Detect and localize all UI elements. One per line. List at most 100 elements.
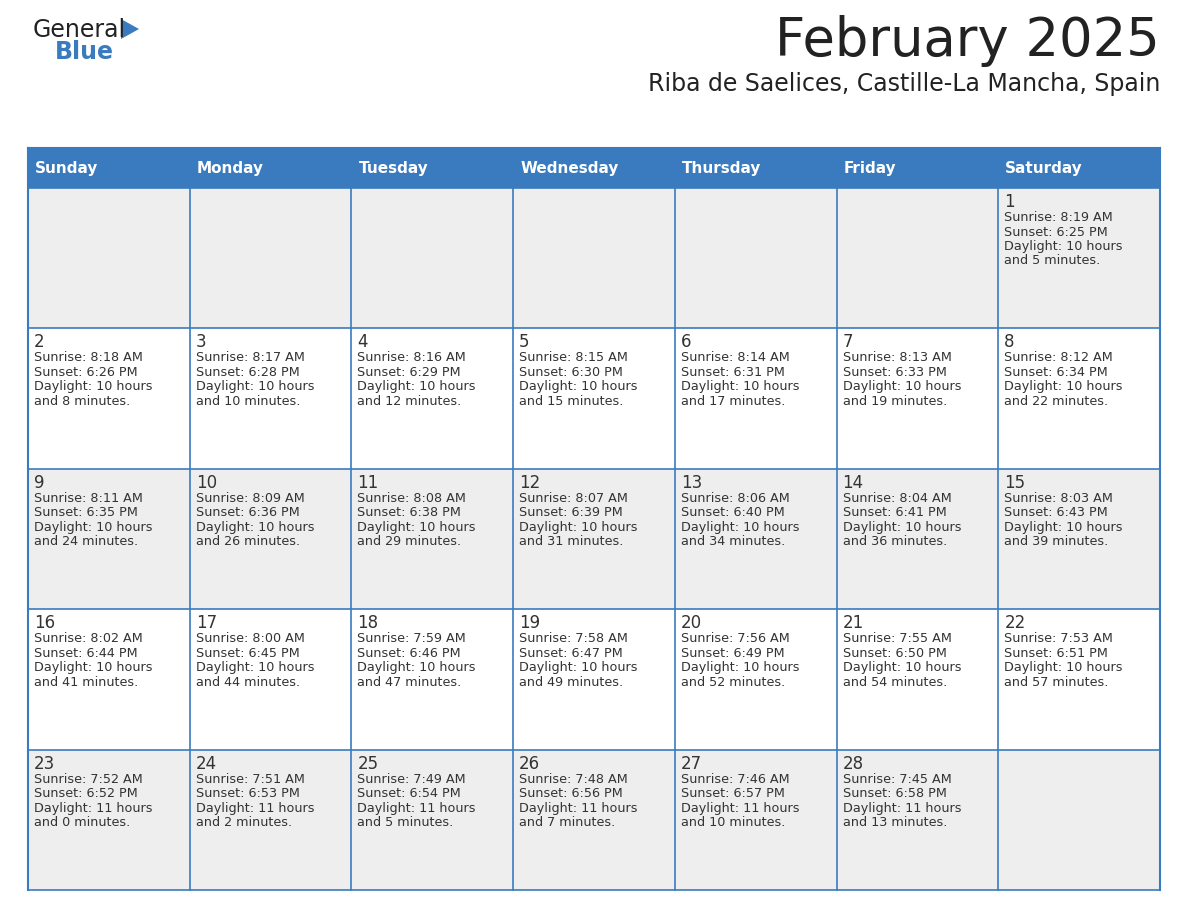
Text: and 54 minutes.: and 54 minutes. bbox=[842, 676, 947, 688]
Text: Daylight: 10 hours: Daylight: 10 hours bbox=[34, 380, 152, 394]
Text: and 29 minutes.: and 29 minutes. bbox=[358, 535, 462, 548]
Text: 28: 28 bbox=[842, 755, 864, 773]
Text: Daylight: 11 hours: Daylight: 11 hours bbox=[358, 801, 476, 814]
Text: 27: 27 bbox=[681, 755, 702, 773]
Text: 5: 5 bbox=[519, 333, 530, 352]
Text: Daylight: 10 hours: Daylight: 10 hours bbox=[34, 521, 152, 533]
Text: 1: 1 bbox=[1004, 193, 1015, 211]
Text: and 5 minutes.: and 5 minutes. bbox=[1004, 254, 1100, 267]
Text: and 41 minutes.: and 41 minutes. bbox=[34, 676, 138, 688]
Text: Daylight: 10 hours: Daylight: 10 hours bbox=[1004, 380, 1123, 394]
Text: Daylight: 10 hours: Daylight: 10 hours bbox=[196, 521, 314, 533]
Text: Daylight: 11 hours: Daylight: 11 hours bbox=[842, 801, 961, 814]
Text: Sunrise: 8:09 AM: Sunrise: 8:09 AM bbox=[196, 492, 304, 505]
Text: Sunrise: 7:48 AM: Sunrise: 7:48 AM bbox=[519, 773, 628, 786]
Text: Daylight: 10 hours: Daylight: 10 hours bbox=[842, 380, 961, 394]
Text: 2: 2 bbox=[34, 333, 45, 352]
Text: Sunrise: 8:02 AM: Sunrise: 8:02 AM bbox=[34, 633, 143, 645]
Text: and 2 minutes.: and 2 minutes. bbox=[196, 816, 292, 829]
Text: and 10 minutes.: and 10 minutes. bbox=[681, 816, 785, 829]
Text: Sunset: 6:44 PM: Sunset: 6:44 PM bbox=[34, 646, 138, 660]
Text: Sunset: 6:46 PM: Sunset: 6:46 PM bbox=[358, 646, 461, 660]
Text: 23: 23 bbox=[34, 755, 56, 773]
Text: Sunrise: 7:45 AM: Sunrise: 7:45 AM bbox=[842, 773, 952, 786]
Text: Sunset: 6:51 PM: Sunset: 6:51 PM bbox=[1004, 646, 1108, 660]
Text: Sunrise: 8:19 AM: Sunrise: 8:19 AM bbox=[1004, 211, 1113, 224]
Bar bbox=[29, 188, 1159, 329]
Text: and 47 minutes.: and 47 minutes. bbox=[358, 676, 462, 688]
Text: Tuesday: Tuesday bbox=[359, 161, 428, 175]
Text: 16: 16 bbox=[34, 614, 55, 633]
Text: and 15 minutes.: and 15 minutes. bbox=[519, 395, 624, 408]
Text: Daylight: 10 hours: Daylight: 10 hours bbox=[519, 521, 638, 533]
Text: Thursday: Thursday bbox=[682, 161, 762, 175]
Text: Sunrise: 7:53 AM: Sunrise: 7:53 AM bbox=[1004, 633, 1113, 645]
Text: Sunset: 6:43 PM: Sunset: 6:43 PM bbox=[1004, 507, 1108, 520]
Text: 21: 21 bbox=[842, 614, 864, 633]
Text: Daylight: 10 hours: Daylight: 10 hours bbox=[519, 661, 638, 674]
Text: Friday: Friday bbox=[843, 161, 896, 175]
Text: Daylight: 11 hours: Daylight: 11 hours bbox=[681, 801, 800, 814]
Text: Sunset: 6:33 PM: Sunset: 6:33 PM bbox=[842, 366, 947, 379]
Text: Daylight: 10 hours: Daylight: 10 hours bbox=[1004, 661, 1123, 674]
Text: Sunrise: 8:16 AM: Sunrise: 8:16 AM bbox=[358, 352, 466, 364]
Text: Sunset: 6:30 PM: Sunset: 6:30 PM bbox=[519, 366, 623, 379]
Text: Sunrise: 8:03 AM: Sunrise: 8:03 AM bbox=[1004, 492, 1113, 505]
Text: Blue: Blue bbox=[55, 40, 114, 64]
Text: Sunset: 6:57 PM: Sunset: 6:57 PM bbox=[681, 787, 785, 800]
Text: Sunrise: 8:12 AM: Sunrise: 8:12 AM bbox=[1004, 352, 1113, 364]
Text: General: General bbox=[33, 18, 126, 42]
Text: Sunset: 6:41 PM: Sunset: 6:41 PM bbox=[842, 507, 947, 520]
Bar bbox=[29, 750, 1159, 890]
Text: Sunset: 6:29 PM: Sunset: 6:29 PM bbox=[358, 366, 461, 379]
Text: Sunrise: 7:58 AM: Sunrise: 7:58 AM bbox=[519, 633, 628, 645]
Text: Sunset: 6:25 PM: Sunset: 6:25 PM bbox=[1004, 226, 1108, 239]
Text: 9: 9 bbox=[34, 474, 44, 492]
Text: Saturday: Saturday bbox=[1005, 161, 1083, 175]
Text: Sunset: 6:39 PM: Sunset: 6:39 PM bbox=[519, 507, 623, 520]
Text: 4: 4 bbox=[358, 333, 368, 352]
Text: Sunday: Sunday bbox=[34, 161, 99, 175]
Text: and 17 minutes.: and 17 minutes. bbox=[681, 395, 785, 408]
Text: and 36 minutes.: and 36 minutes. bbox=[842, 535, 947, 548]
Text: Sunrise: 8:04 AM: Sunrise: 8:04 AM bbox=[842, 492, 952, 505]
Text: Daylight: 11 hours: Daylight: 11 hours bbox=[34, 801, 152, 814]
Text: Sunrise: 8:00 AM: Sunrise: 8:00 AM bbox=[196, 633, 304, 645]
Text: Daylight: 10 hours: Daylight: 10 hours bbox=[681, 521, 800, 533]
Text: Monday: Monday bbox=[197, 161, 264, 175]
Text: and 57 minutes.: and 57 minutes. bbox=[1004, 676, 1108, 688]
Text: and 26 minutes.: and 26 minutes. bbox=[196, 535, 299, 548]
Text: Daylight: 10 hours: Daylight: 10 hours bbox=[842, 661, 961, 674]
Text: Sunset: 6:45 PM: Sunset: 6:45 PM bbox=[196, 646, 299, 660]
Bar bbox=[29, 329, 1159, 469]
Text: Sunset: 6:56 PM: Sunset: 6:56 PM bbox=[519, 787, 623, 800]
Text: and 10 minutes.: and 10 minutes. bbox=[196, 395, 301, 408]
Text: Sunset: 6:47 PM: Sunset: 6:47 PM bbox=[519, 646, 623, 660]
Text: 19: 19 bbox=[519, 614, 541, 633]
Text: Daylight: 10 hours: Daylight: 10 hours bbox=[1004, 240, 1123, 253]
Text: Daylight: 11 hours: Daylight: 11 hours bbox=[196, 801, 314, 814]
Text: Sunset: 6:52 PM: Sunset: 6:52 PM bbox=[34, 787, 138, 800]
Text: Sunset: 6:40 PM: Sunset: 6:40 PM bbox=[681, 507, 784, 520]
Text: and 24 minutes.: and 24 minutes. bbox=[34, 535, 138, 548]
Text: Daylight: 10 hours: Daylight: 10 hours bbox=[34, 661, 152, 674]
Text: Sunrise: 8:08 AM: Sunrise: 8:08 AM bbox=[358, 492, 467, 505]
Text: 22: 22 bbox=[1004, 614, 1025, 633]
Text: Sunrise: 8:13 AM: Sunrise: 8:13 AM bbox=[842, 352, 952, 364]
Text: and 44 minutes.: and 44 minutes. bbox=[196, 676, 299, 688]
Text: Sunset: 6:54 PM: Sunset: 6:54 PM bbox=[358, 787, 461, 800]
Text: Daylight: 11 hours: Daylight: 11 hours bbox=[519, 801, 638, 814]
Polygon shape bbox=[121, 19, 139, 39]
Text: 26: 26 bbox=[519, 755, 541, 773]
Text: 13: 13 bbox=[681, 474, 702, 492]
Text: Sunrise: 7:59 AM: Sunrise: 7:59 AM bbox=[358, 633, 466, 645]
Bar bbox=[29, 469, 1159, 610]
Text: Sunrise: 8:14 AM: Sunrise: 8:14 AM bbox=[681, 352, 790, 364]
Text: and 13 minutes.: and 13 minutes. bbox=[842, 816, 947, 829]
Text: Sunrise: 7:52 AM: Sunrise: 7:52 AM bbox=[34, 773, 143, 786]
Text: Sunrise: 7:46 AM: Sunrise: 7:46 AM bbox=[681, 773, 790, 786]
Text: 11: 11 bbox=[358, 474, 379, 492]
Text: and 52 minutes.: and 52 minutes. bbox=[681, 676, 785, 688]
Text: 18: 18 bbox=[358, 614, 379, 633]
Text: and 22 minutes.: and 22 minutes. bbox=[1004, 395, 1108, 408]
